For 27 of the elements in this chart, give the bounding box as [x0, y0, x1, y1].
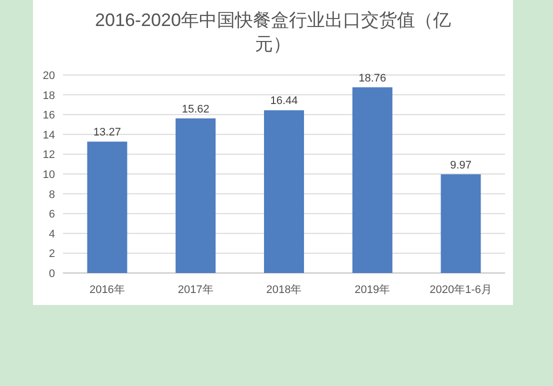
y-tick-label: 6 — [48, 208, 55, 221]
y-tick-label: 16 — [42, 110, 55, 122]
data-label: 15.62 — [182, 103, 210, 116]
y-tick-label: 0 — [48, 268, 55, 280]
y-tick-label: 4 — [48, 228, 55, 240]
y-tick-label: 18 — [42, 90, 55, 102]
y-tick-label: 10 — [42, 169, 55, 181]
chart-title: 2016-2020年中国快餐盒行业出口交货值（亿元） — [94, 9, 452, 56]
bar — [264, 110, 304, 273]
data-label: 16.44 — [270, 95, 298, 108]
data-label: 9.97 — [450, 159, 472, 172]
x-tick-label: 2017年 — [178, 284, 214, 296]
bar — [176, 118, 216, 273]
bar — [352, 87, 392, 273]
x-tick-label: 2020年1-6月 — [430, 284, 492, 296]
y-tick-label: 20 — [42, 70, 55, 82]
y-tick-label: 2 — [48, 248, 55, 260]
x-tick-label: 2018年 — [266, 284, 302, 296]
x-tick-label: 2019年 — [354, 284, 390, 296]
data-label: 13.27 — [93, 126, 121, 139]
x-tick-label: 2016年 — [89, 284, 125, 296]
bar — [440, 174, 481, 273]
y-tick-label: 12 — [42, 149, 55, 162]
y-tick-label: 8 — [48, 188, 55, 201]
bar — [87, 142, 128, 273]
y-tick-label: 14 — [42, 129, 55, 142]
data-label: 18.76 — [358, 72, 386, 84]
